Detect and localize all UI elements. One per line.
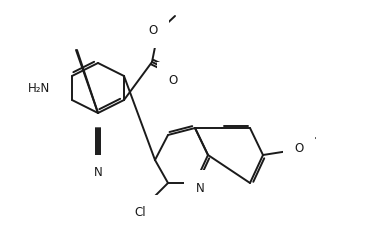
Text: N: N [94,167,102,179]
Text: Cl: Cl [134,207,146,219]
Text: O: O [148,24,158,36]
Text: N: N [196,182,204,195]
Text: O: O [169,73,177,86]
Text: O: O [294,142,304,155]
Text: H₂N: H₂N [28,82,50,94]
